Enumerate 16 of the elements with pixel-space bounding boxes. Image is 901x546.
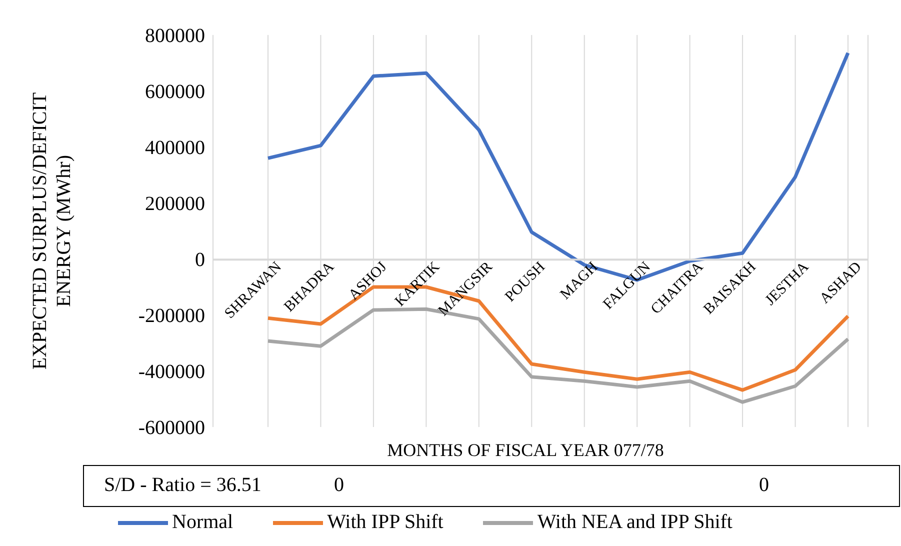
text: 0 <box>759 474 769 497</box>
y-axis-title: EXPECTED SURPLUS/DEFICIT ENERGY (MWhr) <box>29 92 75 370</box>
legend-label: With IPP Shift <box>326 511 444 534</box>
y-tick-label: 0 <box>195 249 205 272</box>
text: S/D - Ratio = 36.51 <box>104 474 262 497</box>
y-tick-label: 400000 <box>145 137 205 160</box>
legend-label: With NEA and IPP Shift <box>536 511 732 534</box>
x-axis-title: MONTHS OF FISCAL YEAR 077/78 <box>386 440 665 461</box>
y-tick-label: 200000 <box>145 193 205 216</box>
y-tick-label: 600000 <box>145 81 205 104</box>
text: 0 <box>334 474 344 497</box>
y-tick-label: -600000 <box>138 417 205 440</box>
y-tick-label: -200000 <box>138 305 205 328</box>
y-tick-label: 800000 <box>145 25 205 48</box>
legend-label: Normal <box>171 511 234 534</box>
y-tick-label: -400000 <box>138 361 205 384</box>
